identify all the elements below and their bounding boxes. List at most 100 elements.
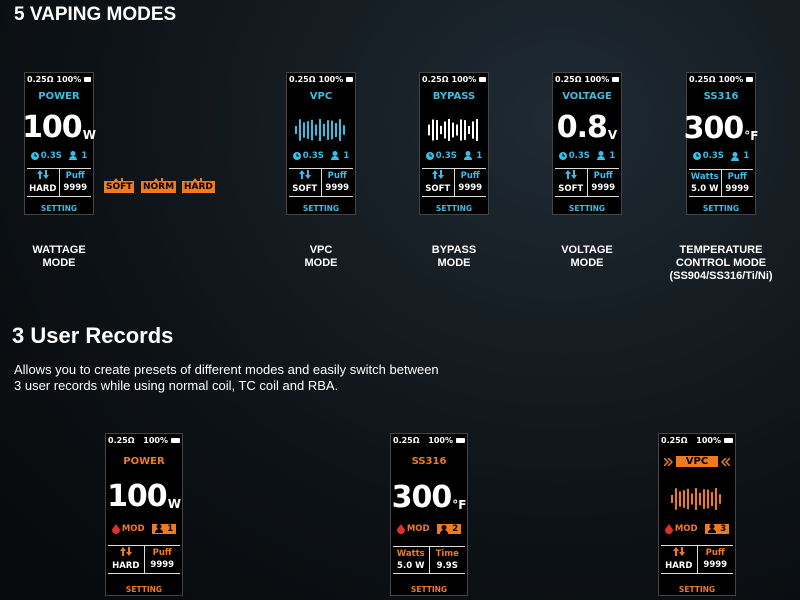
left-stat: HARD <box>661 546 697 573</box>
section-title: 5 VAPING MODES <box>14 4 177 25</box>
user-icon-graphic <box>731 151 740 161</box>
info-row: MOD 3 <box>661 523 733 534</box>
status-bar: 0.25Ω 100% <box>289 75 353 84</box>
user-number: 1 <box>81 150 88 161</box>
user-number: 3 <box>720 523 727 534</box>
right-stat: Puff 9999 <box>586 168 620 196</box>
level-label: HARD <box>182 181 215 193</box>
value-display: 100 W <box>22 109 96 143</box>
caption-line: TEMPERATURE <box>679 244 763 256</box>
user-icon <box>440 524 449 534</box>
battery-level: 100% <box>318 75 344 84</box>
main-value: 300 <box>391 479 453 515</box>
arrows-icon-graphic <box>298 169 311 179</box>
main-value: 100 <box>22 110 83 146</box>
resistance: 0.25Ω <box>422 75 449 84</box>
value-display: 0.8 V <box>555 109 619 143</box>
status-bar: 0.25Ω 100% <box>555 75 619 84</box>
right-stat: Time 9.9S <box>428 546 466 573</box>
battery-icon <box>612 77 619 82</box>
left-value: 5.0 W <box>691 183 719 194</box>
caption-line: MODE <box>304 257 338 269</box>
left-stat: SOFT <box>555 169 587 196</box>
info-item: 0.3S <box>558 151 590 161</box>
left-value: SOFT <box>558 183 584 194</box>
level-option: SOFT <box>104 172 135 193</box>
device-screen: 0.25Ω 100% BYPASS 0.3S 1 SOFT Puff 9999 SETTING <box>419 72 489 215</box>
setting-label: SETTING <box>435 203 473 213</box>
arrows-row <box>27 169 59 183</box>
drop-icon-graphic <box>396 524 405 535</box>
arrows-icon-graphic <box>119 546 132 556</box>
resistance: 0.25Ω <box>689 75 716 84</box>
user-number: 1 <box>476 150 483 161</box>
mode-header: POWER <box>108 456 180 467</box>
battery-icon <box>456 438 465 443</box>
mode-caption: VOLTAGE MODE <box>522 244 652 270</box>
clock-icon <box>558 151 567 160</box>
clock-icon-graphic <box>425 151 434 160</box>
left-stat: Watts 5.0 W <box>689 170 721 196</box>
mode-tag: MOD <box>674 523 698 534</box>
arrows-icon-graphic <box>564 169 577 179</box>
mode-header: SS316 <box>689 91 753 102</box>
device-screen: 0.25Ω 100% VPC 0.3S 1 SOFT Puff 9999 SETTING <box>286 72 356 215</box>
clock-icon-graphic <box>30 151 39 160</box>
user-item: 1 <box>597 151 615 161</box>
user-icon-graphic <box>440 524 449 534</box>
left-label: Watts <box>396 548 425 559</box>
timer: 0.3S <box>40 150 62 161</box>
value-unit: °F <box>452 497 467 512</box>
caption-line: MODE <box>42 257 76 269</box>
battery-level: 100% <box>143 436 168 445</box>
user-icon-graphic <box>708 524 717 534</box>
chevron-icon-graphic <box>663 457 673 467</box>
user-icon-graphic <box>69 151 78 161</box>
setting-label: SETTING <box>302 203 340 213</box>
info-row: MOD 2 <box>393 524 465 535</box>
left-value: SOFT <box>425 183 451 194</box>
status-bar: 0.25Ω 100% <box>422 75 486 84</box>
user-item: 3 <box>705 523 730 534</box>
user-item: 1 <box>152 523 177 534</box>
left-value: 5.0 W <box>397 560 425 571</box>
arrows-icon <box>152 172 165 187</box>
user-number: 1 <box>167 523 174 534</box>
mode-label: VPC <box>309 91 333 103</box>
left-stat: HARD <box>27 169 59 196</box>
info-row: 0.3S 1 <box>289 151 353 161</box>
battery-icon <box>479 77 486 82</box>
left-value: HARD <box>29 183 57 194</box>
drop-icon-graphic <box>111 523 120 534</box>
description-line: 3 user records while using normal coil, … <box>14 378 339 393</box>
arrows-icon-graphic <box>431 169 444 179</box>
mode-caption: WATTAGE MODE <box>0 244 124 270</box>
clock-icon <box>30 151 39 160</box>
right-value: 9999 <box>725 183 750 194</box>
user-icon <box>331 151 340 161</box>
stats-panel: SOFT Puff 9999 <box>289 167 353 197</box>
mode-label: BYPASS <box>432 91 476 103</box>
level-label: NORM <box>141 181 177 193</box>
battery-icon <box>346 77 353 82</box>
left-stat: SOFT <box>422 169 454 196</box>
mode-header: VPC <box>661 456 733 468</box>
user-icon <box>708 524 717 534</box>
resistance: 0.25Ω <box>108 436 135 445</box>
arrows-icon <box>119 546 132 556</box>
value-display <box>289 109 353 143</box>
main-value: 0.8 <box>556 110 608 146</box>
arrows-row <box>108 546 144 560</box>
setting-label: SETTING <box>568 203 606 213</box>
arrows-row <box>289 169 321 183</box>
chevron-icon-graphic <box>721 457 731 467</box>
info-item: 0.3S <box>692 151 724 161</box>
caption-line: MODE <box>437 257 471 269</box>
info-item: 0.3S <box>425 151 457 161</box>
value-unit: W <box>167 497 181 512</box>
main-value: 300 <box>683 110 745 146</box>
arrows-row <box>422 169 454 183</box>
right-value: 9999 <box>325 182 350 193</box>
user-item: 1 <box>331 151 349 161</box>
